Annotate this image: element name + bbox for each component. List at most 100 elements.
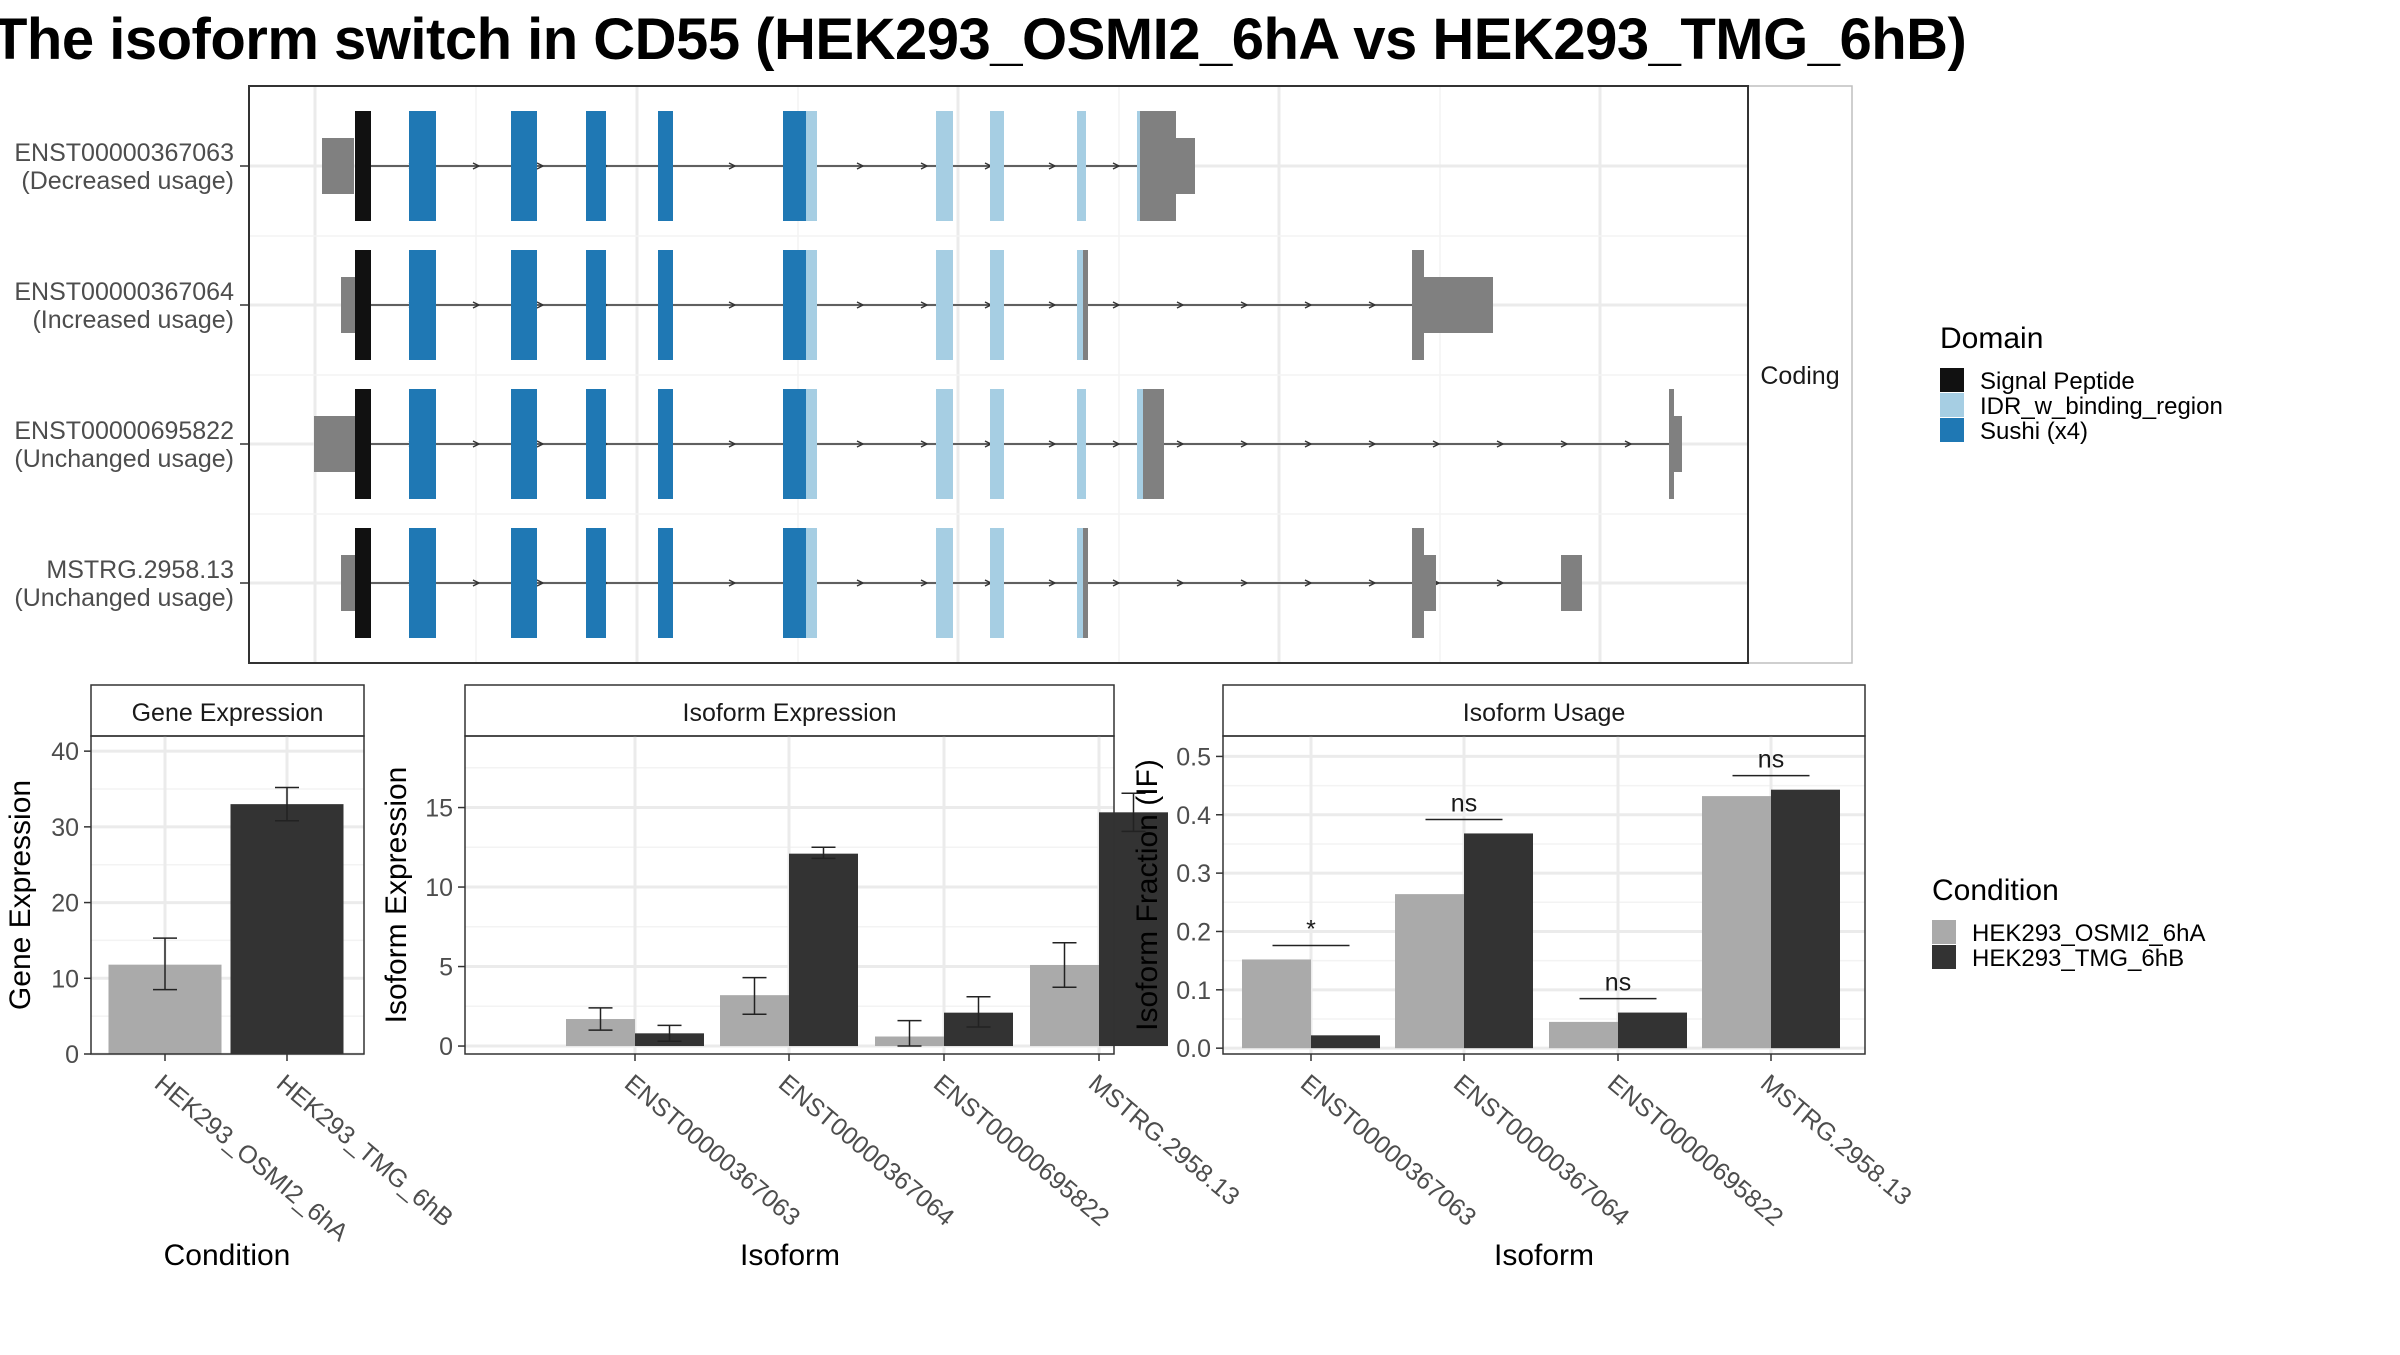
intron-arrow bbox=[920, 579, 929, 587]
structure-panel-border bbox=[248, 85, 1749, 664]
intron-arrow bbox=[1048, 301, 1057, 309]
x-axis-title: Condition bbox=[164, 1239, 291, 1272]
intron-arrow bbox=[1304, 301, 1313, 309]
transcript-usage-label: (Unchanged usage) bbox=[14, 584, 234, 612]
intron-arrow bbox=[728, 301, 737, 309]
signal-peptide-exon bbox=[355, 389, 371, 499]
intron-arrow bbox=[1048, 440, 1057, 448]
noncoding-exon bbox=[1412, 528, 1424, 638]
y-tick-label: 0.4 bbox=[1176, 802, 1211, 830]
intron-arrow bbox=[1112, 162, 1121, 170]
noncoding-exon bbox=[1424, 555, 1436, 611]
idr-binding-exon bbox=[936, 528, 953, 638]
sushi-domain-exon bbox=[658, 528, 673, 638]
intron-arrow bbox=[536, 301, 545, 309]
condition-legend-label: HEK293_OSMI2_6hA bbox=[1972, 920, 2205, 947]
idr-binding-exon bbox=[806, 250, 817, 360]
domain-legend-swatch bbox=[1940, 393, 1964, 417]
bar-MSTRG.2958.13-HEK293_OSMI2_6hA bbox=[1702, 796, 1771, 1049]
sushi-domain-exon bbox=[783, 389, 806, 499]
intron-arrow bbox=[728, 440, 737, 448]
sushi-domain-exon bbox=[586, 528, 606, 638]
intron-arrow bbox=[1240, 301, 1249, 309]
idr-binding-exon bbox=[990, 111, 1004, 221]
noncoding-exon bbox=[1424, 277, 1493, 333]
intron-arrow bbox=[728, 579, 737, 587]
y-tick-label: 0.3 bbox=[1176, 860, 1211, 888]
domain-legend-title: Domain bbox=[1940, 322, 2043, 355]
intron-arrow bbox=[920, 162, 929, 170]
noncoding-exon bbox=[341, 277, 355, 333]
intron-arrow bbox=[1304, 440, 1313, 448]
y-tick-label: 0.2 bbox=[1176, 918, 1211, 946]
chart-title: The isoform switch in CD55 (HEK293_OSMI2… bbox=[0, 7, 1967, 72]
transcript-usage-label: (Unchanged usage) bbox=[14, 445, 234, 473]
intron-arrow bbox=[1112, 440, 1121, 448]
sushi-domain-exon bbox=[658, 111, 673, 221]
sushi-domain-exon bbox=[783, 250, 806, 360]
noncoding-exon bbox=[1669, 389, 1674, 499]
noncoding-exon bbox=[1412, 250, 1424, 360]
intron-arrow bbox=[856, 162, 865, 170]
bar-ENST00000367064-HEK293_TMG_6hB bbox=[1464, 833, 1533, 1049]
y-tick-label: 0 bbox=[65, 1041, 79, 1069]
idr-binding-exon bbox=[1077, 389, 1086, 499]
intron-arrow bbox=[728, 162, 737, 170]
noncoding-exon bbox=[1674, 416, 1682, 472]
intron-arrow bbox=[472, 301, 481, 309]
condition-legend-title: Condition bbox=[1932, 874, 2059, 907]
noncoding-exon bbox=[1083, 250, 1088, 360]
intron-arrow bbox=[1112, 579, 1121, 587]
idr-binding-exon bbox=[990, 250, 1004, 360]
idr-binding-exon bbox=[806, 111, 817, 221]
y-axis-title: Isoform Fraction (IF) bbox=[1131, 759, 1164, 1031]
intron-arrow bbox=[856, 579, 865, 587]
y-tick-label: 5 bbox=[439, 954, 453, 982]
noncoding-exon bbox=[1561, 555, 1582, 611]
significance-label: ns bbox=[1451, 789, 1477, 817]
x-axis-title: Isoform bbox=[1494, 1239, 1594, 1272]
noncoding-exon bbox=[1140, 111, 1176, 221]
intron-arrow bbox=[1048, 162, 1057, 170]
y-tick-label: 0.0 bbox=[1176, 1035, 1211, 1063]
domain-legend-label: IDR_w_binding_region bbox=[1980, 393, 2223, 420]
transcript-id-label: ENST00000367063 bbox=[14, 139, 234, 167]
intron-arrow bbox=[1496, 579, 1505, 587]
bar-ENST00000367063-HEK293_OSMI2_6hA bbox=[1242, 959, 1311, 1049]
idr-binding-exon bbox=[1077, 250, 1083, 360]
sushi-domain-exon bbox=[586, 389, 606, 499]
intron-arrow bbox=[920, 440, 929, 448]
bar-MSTRG.2958.13-HEK293_TMG_6hB bbox=[1771, 789, 1840, 1049]
idr-binding-exon bbox=[1077, 528, 1083, 638]
sushi-domain-exon bbox=[511, 111, 537, 221]
intron-arrow bbox=[1240, 579, 1249, 587]
intron-arrow bbox=[1368, 579, 1377, 587]
intron-arrow bbox=[1176, 440, 1185, 448]
intron-arrow bbox=[1048, 579, 1057, 587]
x-tick-label: MSTRG.2958.13 bbox=[1083, 1069, 1245, 1211]
idr-binding-exon bbox=[990, 528, 1004, 638]
bar-ENST00000367064-HEK293_OSMI2_6hA bbox=[1395, 894, 1464, 1049]
sushi-domain-exon bbox=[511, 528, 537, 638]
intron-arrow bbox=[1176, 301, 1185, 309]
y-tick-label: 0.1 bbox=[1176, 977, 1211, 1005]
facet-label-coding: Coding bbox=[1760, 362, 1839, 390]
transcript-usage-label: (Decreased usage) bbox=[21, 167, 234, 195]
noncoding-exon bbox=[341, 555, 355, 611]
noncoding-exon bbox=[314, 416, 355, 472]
y-tick-label: 40 bbox=[51, 738, 79, 766]
y-tick-label: 20 bbox=[51, 890, 79, 918]
bar-ENST00000367063-HEK293_TMG_6hB bbox=[1311, 1035, 1380, 1049]
sushi-domain-exon bbox=[658, 250, 673, 360]
domain-legend-label: Signal Peptide bbox=[1980, 368, 2135, 395]
panel-title: Isoform Expression bbox=[683, 699, 897, 727]
y-tick-label: 0.5 bbox=[1176, 743, 1211, 771]
significance-label: ns bbox=[1758, 746, 1784, 774]
panel-strip bbox=[1222, 684, 1866, 737]
condition-legend-swatch bbox=[1932, 920, 1956, 944]
bar-ENST00000695822-HEK293_TMG_6hB bbox=[1618, 1012, 1687, 1049]
condition-legend-swatch bbox=[1932, 945, 1956, 969]
idr-binding-exon bbox=[936, 389, 953, 499]
x-tick-label: MSTRG.2958.13 bbox=[1755, 1069, 1917, 1211]
sushi-domain-exon bbox=[586, 111, 606, 221]
